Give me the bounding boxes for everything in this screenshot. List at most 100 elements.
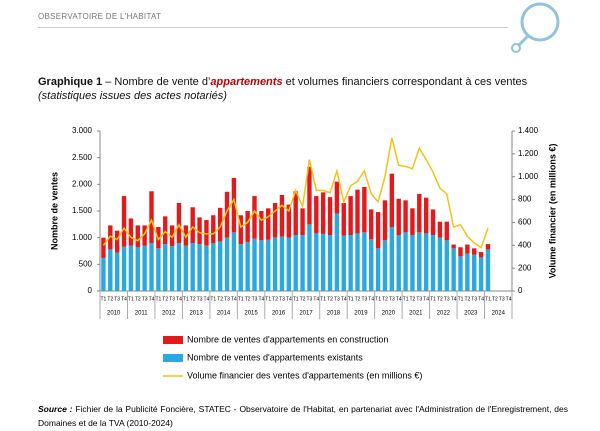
bar [478, 257, 484, 291]
y-tick-label: 0 [88, 286, 93, 295]
legend-swatch [163, 354, 183, 362]
y2-tick-label: 1.200 [518, 149, 539, 158]
x-tick-label: T3 [169, 296, 175, 302]
x-tick-label: T3 [307, 296, 313, 302]
bar [348, 196, 353, 235]
bar [108, 249, 113, 291]
bar [286, 204, 292, 238]
icon [520, 2, 560, 42]
group-label: 2013 [189, 311, 203, 317]
x-tick-label: T3 [224, 296, 230, 302]
x-tick-label: T2 [272, 296, 278, 302]
bar [375, 248, 381, 291]
line [102, 137, 489, 249]
x-tick-label: T2 [107, 296, 113, 302]
bar [135, 225, 140, 248]
bar [169, 246, 175, 291]
bar [307, 224, 312, 291]
bar [128, 218, 134, 246]
bar [334, 213, 340, 291]
caption: Graphique 1 – Nombre de vente d’appartem… [38, 76, 578, 102]
bar [437, 237, 443, 291]
bar [252, 196, 257, 239]
bar [451, 244, 456, 249]
bar [451, 248, 456, 291]
x-tick-label: T4 [231, 296, 237, 302]
bar [362, 187, 367, 233]
bar [437, 221, 443, 238]
group-label: 2012 [162, 311, 176, 317]
x-tick-label: T1 [375, 296, 381, 302]
bar [348, 235, 353, 291]
x-tick-label: T2 [245, 296, 251, 302]
legend-label: Nombre de ventes d'appartements existant… [187, 352, 363, 362]
bar [389, 227, 395, 291]
bar [197, 217, 202, 245]
y2-tick-label: 800 [518, 195, 532, 204]
x-tick-label: T3 [389, 296, 395, 302]
x-tick-label: T1 [485, 296, 491, 302]
group-label: 2022 [437, 311, 451, 317]
bar [211, 243, 216, 291]
caption-part: et volumes financiers correspondant à ce… [282, 76, 528, 88]
x-tick-label: T3 [279, 296, 285, 302]
bar [403, 232, 408, 291]
caption-part: – Nombre de vente d’ [105, 76, 211, 88]
x-tick-label: T2 [190, 296, 196, 302]
x-tick-label: T2 [464, 296, 470, 302]
bar [478, 252, 484, 258]
legend-label: Nombre de ventes d'appartements en const… [187, 334, 388, 344]
bar [190, 243, 195, 291]
source-text: Fichier de la Publicité Foncière, STATEC… [38, 404, 568, 428]
x-tick-label: T1 [238, 296, 244, 302]
x-tick-label: T3 [499, 296, 505, 302]
bar [458, 247, 463, 257]
bar [259, 211, 264, 241]
bar [369, 239, 374, 291]
bar [327, 197, 333, 235]
y2-tick-label: 1.000 [518, 172, 539, 181]
y2-tick-label: 200 [518, 263, 532, 272]
bar [293, 235, 298, 291]
x-tick-label: T3 [444, 296, 450, 302]
x-tick-label: T4 [396, 296, 402, 302]
x-tick-label: T1 [265, 296, 271, 302]
bar [444, 221, 449, 241]
bar [375, 212, 381, 249]
bar [327, 235, 333, 291]
bar [231, 177, 237, 233]
bar [259, 240, 264, 291]
x-tick-label: T2 [300, 296, 306, 302]
bar [266, 239, 271, 291]
caption-highlight: appartements [210, 76, 283, 88]
bar [417, 232, 422, 291]
bar [252, 238, 257, 291]
bar [314, 196, 319, 234]
y2-tick-label: 0 [518, 286, 523, 295]
bar [423, 197, 429, 234]
group-label: 2017 [299, 311, 313, 317]
x-tick-label: T4 [149, 296, 155, 302]
bar [183, 245, 189, 291]
x-tick-label: T4 [451, 296, 457, 302]
y2-tick-label: 600 [518, 218, 532, 227]
bar [190, 207, 195, 243]
group-label: 2010 [107, 311, 121, 317]
bar [423, 233, 429, 291]
bar [396, 235, 401, 291]
bar [149, 243, 154, 291]
bar [204, 220, 209, 246]
y-axis-label: Nombre de ventes [49, 172, 59, 250]
x-tick-label: T1 [155, 296, 161, 302]
caption-label: Graphique 1 [38, 76, 103, 88]
x-tick-label: T1 [210, 296, 216, 302]
x-tick-label: T2 [162, 296, 168, 302]
x-tick-label: T1 [430, 296, 436, 302]
bar [472, 254, 477, 291]
bar [293, 191, 298, 235]
x-tick-label: T4 [368, 296, 374, 302]
bar [417, 193, 422, 233]
bar [389, 173, 395, 227]
x-tick-label: T3 [114, 296, 120, 302]
